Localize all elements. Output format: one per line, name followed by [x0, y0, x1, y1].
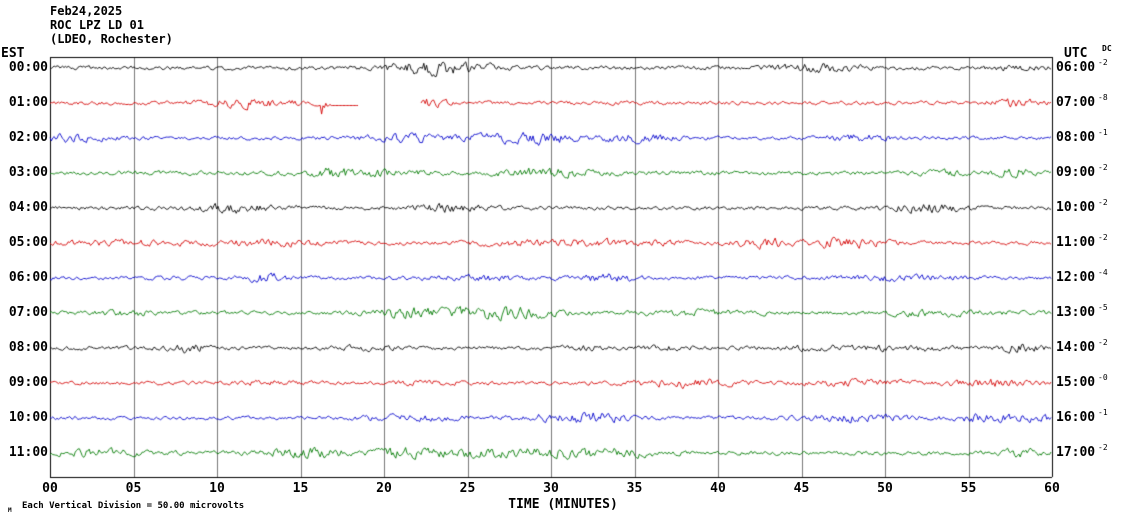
x-axis-tick-label: 20: [376, 481, 392, 496]
x-axis-tick-label: 10: [209, 481, 225, 496]
x-axis-tick-label: 35: [626, 481, 643, 496]
est-time-label: 00:00: [8, 60, 48, 75]
x-axis-tick-label: 50: [877, 481, 893, 496]
dc-offset-value: -2: [1098, 233, 1108, 242]
est-time-label: 03:00: [8, 165, 48, 180]
x-axis-tick-label: 00: [42, 481, 58, 496]
dc-offset-value: -2: [1098, 163, 1108, 172]
utc-time-label: 16:00: [1056, 410, 1096, 425]
dc-offset-value: -4: [1098, 268, 1108, 277]
est-time-label: 06:00: [8, 270, 48, 285]
x-axis-tick-label: 05: [125, 481, 142, 496]
x-axis-tick-label: 15: [292, 481, 309, 496]
x-axis-tick-label: 55: [960, 481, 977, 496]
utc-time-label: 17:00: [1056, 445, 1096, 460]
utc-time-label: 07:00: [1056, 95, 1096, 110]
scale-note: Each Vertical Division = 50.00 microvolt…: [22, 501, 245, 511]
dc-offset-value: -2: [1098, 58, 1108, 67]
utc-time-label: 10:00: [1056, 200, 1096, 215]
utc-time-label: 13:00: [1056, 305, 1096, 320]
est-time-label: 04:00: [8, 200, 48, 215]
est-time-label: 11:00: [8, 445, 48, 460]
dc-offset-value: -2: [1098, 338, 1108, 347]
x-axis-tick-label: 40: [710, 481, 726, 496]
scale-prefix: M: [8, 507, 12, 514]
utc-time-label: 06:00: [1056, 60, 1096, 75]
utc-time-label: 14:00: [1056, 340, 1096, 355]
est-time-label: 05:00: [8, 235, 48, 250]
est-time-label: 08:00: [8, 340, 48, 355]
utc-time-label: 15:00: [1056, 375, 1096, 390]
utc-time-label: 09:00: [1056, 165, 1096, 180]
est-time-label: 02:00: [8, 130, 48, 145]
dc-offset-value: -2: [1098, 198, 1108, 207]
est-time-label: 07:00: [8, 305, 48, 320]
utc-time-label: 11:00: [1056, 235, 1096, 250]
est-time-label: 10:00: [8, 410, 48, 425]
utc-time-label: 12:00: [1056, 270, 1096, 285]
dc-offset-value: -8: [1098, 93, 1108, 102]
est-time-label: 09:00: [8, 375, 48, 390]
x-axis-tick-label: 45: [793, 481, 810, 496]
utc-time-label: 08:00: [1056, 130, 1096, 145]
x-axis-tick-label: 30: [543, 481, 559, 496]
x-axis-title: TIME (MINUTES): [508, 497, 618, 512]
dc-offset-value: -2: [1098, 443, 1108, 452]
est-time-label: 01:00: [8, 95, 48, 110]
dc-offset-value: -5: [1098, 303, 1108, 312]
dc-offset-value: -1: [1098, 408, 1108, 417]
x-axis-tick-label: 25: [459, 481, 476, 496]
x-axis-tick-label: 60: [1044, 481, 1060, 496]
dc-offset-value: -0: [1098, 373, 1108, 382]
dc-offset-value: -1: [1098, 128, 1108, 137]
